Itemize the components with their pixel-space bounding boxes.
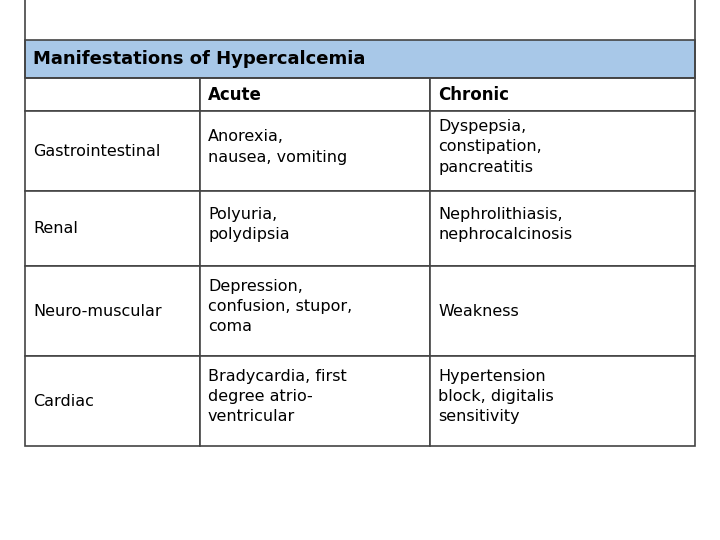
Bar [25, 40, 695, 78]
Bar [430, 356, 695, 446]
Text: Acute: Acute [208, 85, 262, 104]
Bar [200, 78, 430, 111]
Text: Depression,
confusion, stupor,
coma: Depression, confusion, stupor, coma [208, 279, 352, 334]
Bar [25, 191, 200, 266]
Text: Neuro-muscular: Neuro-muscular [33, 303, 161, 319]
Text: Cardiac: Cardiac [33, 394, 94, 408]
Text: Hypertension
block, digitalis
sensitivity: Hypertension block, digitalis sensitivit… [438, 369, 554, 424]
Bar [430, 78, 695, 111]
Text: Gastrointestinal: Gastrointestinal [33, 144, 161, 159]
Bar [25, 266, 200, 356]
Bar [200, 266, 430, 356]
Bar [25, 0, 695, 78]
Bar [200, 191, 430, 266]
Bar [200, 111, 430, 191]
Bar [25, 111, 200, 191]
Text: Anorexia,
nausea, vomiting: Anorexia, nausea, vomiting [208, 129, 347, 165]
Text: Nephrolithiasis,
nephrocalcinosis: Nephrolithiasis, nephrocalcinosis [438, 207, 572, 242]
Text: Chronic: Chronic [438, 85, 509, 104]
Text: Bradycardia, first
degree atrio-
ventricular: Bradycardia, first degree atrio- ventric… [208, 369, 347, 424]
Bar [25, 356, 200, 446]
Bar [430, 266, 695, 356]
Text: Weakness: Weakness [438, 303, 518, 319]
Bar [200, 356, 430, 446]
Text: Renal: Renal [33, 221, 78, 236]
Text: Polyuria,
polydipsia: Polyuria, polydipsia [208, 207, 289, 242]
Bar [430, 191, 695, 266]
Bar [430, 111, 695, 191]
Text: Dyspepsia,
constipation,
pancreatitis: Dyspepsia, constipation, pancreatitis [438, 119, 541, 175]
Text: Manifestations of Hypercalcemia: Manifestations of Hypercalcemia [33, 50, 365, 68]
Bar [25, 78, 200, 111]
